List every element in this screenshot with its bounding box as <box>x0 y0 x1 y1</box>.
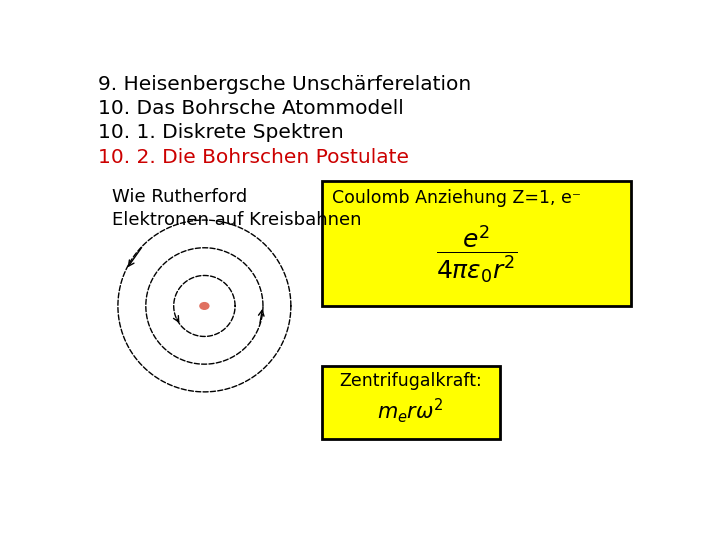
Text: 10. 1. Diskrete Spektren: 10. 1. Diskrete Spektren <box>99 124 344 143</box>
FancyBboxPatch shape <box>322 181 631 306</box>
Text: $m_e r\omega^2$: $m_e r\omega^2$ <box>377 396 444 426</box>
Text: $\dfrac{e^2}{4\pi\epsilon_0 r^2}$: $\dfrac{e^2}{4\pi\epsilon_0 r^2}$ <box>436 223 517 285</box>
Text: Zentrifugalkraft:: Zentrifugalkraft: <box>339 373 482 390</box>
Text: 10. 2. Die Bohrschen Postulate: 10. 2. Die Bohrschen Postulate <box>99 147 410 166</box>
Circle shape <box>200 302 209 309</box>
Text: Coulomb Anziehung Z=1, e⁻: Coulomb Anziehung Z=1, e⁻ <box>332 188 580 207</box>
Text: Elektronen auf Kreisbahnen: Elektronen auf Kreisbahnen <box>112 211 362 229</box>
FancyBboxPatch shape <box>322 366 500 439</box>
Text: 10. Das Bohrsche Atommodell: 10. Das Bohrsche Atommodell <box>99 99 404 118</box>
Text: Wie Rutherford: Wie Rutherford <box>112 188 248 206</box>
Text: 9. Heisenbergsche Unschärferelation: 9. Heisenbergsche Unschärferelation <box>99 75 472 94</box>
